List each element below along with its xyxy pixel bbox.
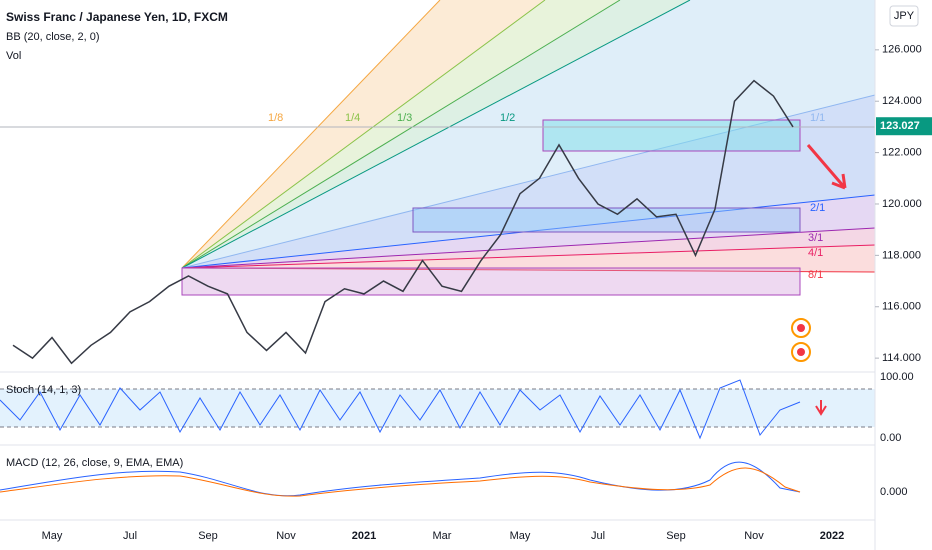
fan-label: 1/2 (500, 112, 515, 124)
fan-label: 1/3 (397, 112, 412, 124)
fan-line (181, 267, 876, 273)
price-plot (12, 79, 794, 365)
fan-label: 4/1 (808, 247, 823, 259)
macd-line (0, 461, 801, 497)
gann-fan (181, 0, 876, 273)
last-price-tag (876, 117, 932, 136)
x-tick-label: Sep (198, 530, 218, 542)
fan-line (181, 0, 691, 269)
icon (797, 324, 805, 332)
y-tick-label: 124.000 (882, 95, 922, 107)
range-box (181, 267, 801, 296)
currency: JPY (894, 10, 915, 22)
y-tick-label: 118.000 (882, 249, 921, 261)
x-tick-label: Jul (591, 530, 605, 542)
macd-label: MACD (12, 26, close, 9, EMA, EMA) (6, 457, 183, 469)
volume: Vol (6, 50, 21, 62)
stoch-tick: 100.00 (880, 371, 914, 383)
y-tick-label: 116.000 (882, 301, 921, 313)
icon (797, 348, 805, 356)
last-price: 123.027 (880, 120, 920, 132)
x-tick-label: 2021 (352, 530, 376, 542)
x-tick-label: May (42, 530, 63, 542)
range-box (412, 207, 801, 233)
fan-label: 2/1 (810, 202, 825, 214)
price-line (12, 79, 794, 365)
y-tick-label: 114.000 (882, 352, 921, 364)
x-tick-label: Mar (433, 530, 452, 542)
macd-tick: 0.000 (880, 486, 908, 498)
fan-label: 1/4 (345, 112, 360, 124)
fan-line (181, 0, 441, 269)
title: Swiss Franc / Japanese Yen, 1D, FXCM (6, 10, 228, 24)
stoch-tick: 0.00 (880, 432, 901, 444)
fan-zone (182, 245, 875, 272)
y-tick-label: 120.000 (882, 198, 922, 210)
signal-line (0, 467, 801, 497)
arrow (815, 400, 827, 416)
arrow (806, 144, 847, 190)
x-tick-label: Nov (276, 530, 296, 542)
x-tick-label: Sep (666, 530, 686, 542)
fan-label: 1/8 (268, 112, 283, 124)
x-tick-label: May (510, 530, 531, 542)
fan-line (181, 0, 546, 269)
x-tick-label: Jul (123, 530, 137, 542)
alert-icons (791, 318, 811, 362)
fan-line (181, 244, 876, 269)
x-tick-label: 2022 (820, 530, 844, 542)
y-tick-label: 122.000 (882, 147, 922, 159)
fan-line (181, 0, 621, 269)
currency-box[interactable] (889, 5, 919, 27)
fan-label: 8/1 (808, 269, 823, 281)
fan-label: 1/1 (810, 112, 825, 124)
fan-line (181, 227, 876, 269)
fan-label: 3/1 (808, 232, 823, 244)
stoch-band (0, 389, 875, 427)
fan-zone (182, 0, 875, 268)
x-tick-label: Nov (744, 530, 764, 542)
indicator: BB (20, close, 2, 0) (6, 31, 100, 43)
stoch-k (0, 379, 801, 440)
stoch-label: Stoch (14, 1, 3) (6, 384, 81, 396)
range-box (542, 119, 801, 152)
y-tick-label: 126.000 (882, 44, 922, 56)
